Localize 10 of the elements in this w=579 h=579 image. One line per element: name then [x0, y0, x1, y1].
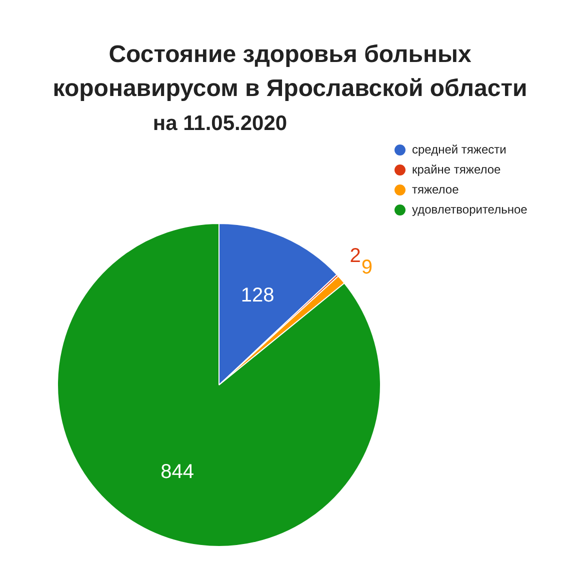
- legend-label: удовлетворительное: [412, 202, 528, 216]
- data-label: 844: [160, 461, 194, 484]
- data-label: 9: [361, 256, 373, 278]
- chart-title: Состояние здоровья больных коронавирусом в Ярославской области: [52, 40, 528, 104]
- data-label: 2: [350, 245, 361, 268]
- data-label: 128: [240, 284, 274, 307]
- legend-label: крайне тяжелое: [412, 162, 502, 176]
- legend-label: средней тяжести: [412, 142, 506, 156]
- chart-subtitle: на 11.05.2020: [152, 112, 288, 136]
- legend-label: тяжелое: [412, 182, 460, 196]
